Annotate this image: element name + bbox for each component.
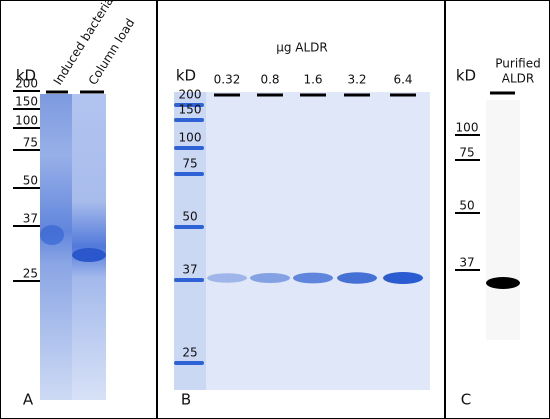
marker-label: 100 — [456, 121, 479, 135]
marker-label: 200 — [15, 77, 38, 91]
ladder-band — [174, 146, 204, 150]
ladder-band — [174, 103, 204, 107]
protein-band — [293, 272, 333, 284]
panel-letter: C — [461, 391, 471, 409]
ladder-band — [174, 172, 204, 176]
ladder-band — [174, 278, 204, 282]
marker-label: 37 — [23, 212, 38, 226]
lane-label: 3.2 — [347, 73, 366, 87]
lane-label: 0.32 — [214, 73, 241, 87]
gel-c — [486, 100, 520, 340]
protein-band — [250, 273, 290, 283]
marker-label: 100 — [15, 114, 38, 128]
unit-label: kD — [456, 67, 476, 85]
lane-label: 1.6 — [303, 73, 322, 87]
unit-label: kD — [16, 67, 36, 85]
marker-label: 150 — [15, 95, 38, 109]
protein-band — [383, 272, 423, 284]
marker-label: 75 — [459, 146, 474, 160]
lane-label: Purified — [495, 57, 540, 71]
marker-label: 37 — [182, 263, 197, 277]
marker-label: 150 — [179, 103, 202, 117]
marker-label: 50 — [459, 199, 474, 213]
lane-label: 0.8 — [260, 73, 279, 87]
lane-label: 6.4 — [393, 73, 412, 87]
panel-letter: A — [23, 391, 34, 409]
gel-b — [174, 92, 430, 390]
panel-title: µg ALDR — [276, 41, 328, 55]
marker-label: 100 — [179, 131, 202, 145]
marker-label: 25 — [23, 267, 38, 281]
marker-label: 50 — [23, 174, 38, 188]
marker-label: 75 — [23, 136, 38, 150]
gel-a — [40, 94, 106, 400]
protein-band — [337, 272, 377, 284]
lane-label: ALDR — [502, 72, 534, 86]
panel-letter: B — [181, 391, 191, 409]
marker-label: 50 — [182, 210, 197, 224]
marker-label: 75 — [182, 157, 197, 171]
protein-band — [207, 273, 247, 283]
marker-label: 37 — [459, 256, 474, 270]
unit-label: kD — [176, 67, 196, 85]
ladder-band — [174, 225, 204, 229]
marker-label: 200 — [179, 88, 202, 102]
marker-label: 25 — [182, 346, 197, 360]
ladder-band — [174, 118, 204, 122]
ladder-band — [174, 361, 204, 365]
